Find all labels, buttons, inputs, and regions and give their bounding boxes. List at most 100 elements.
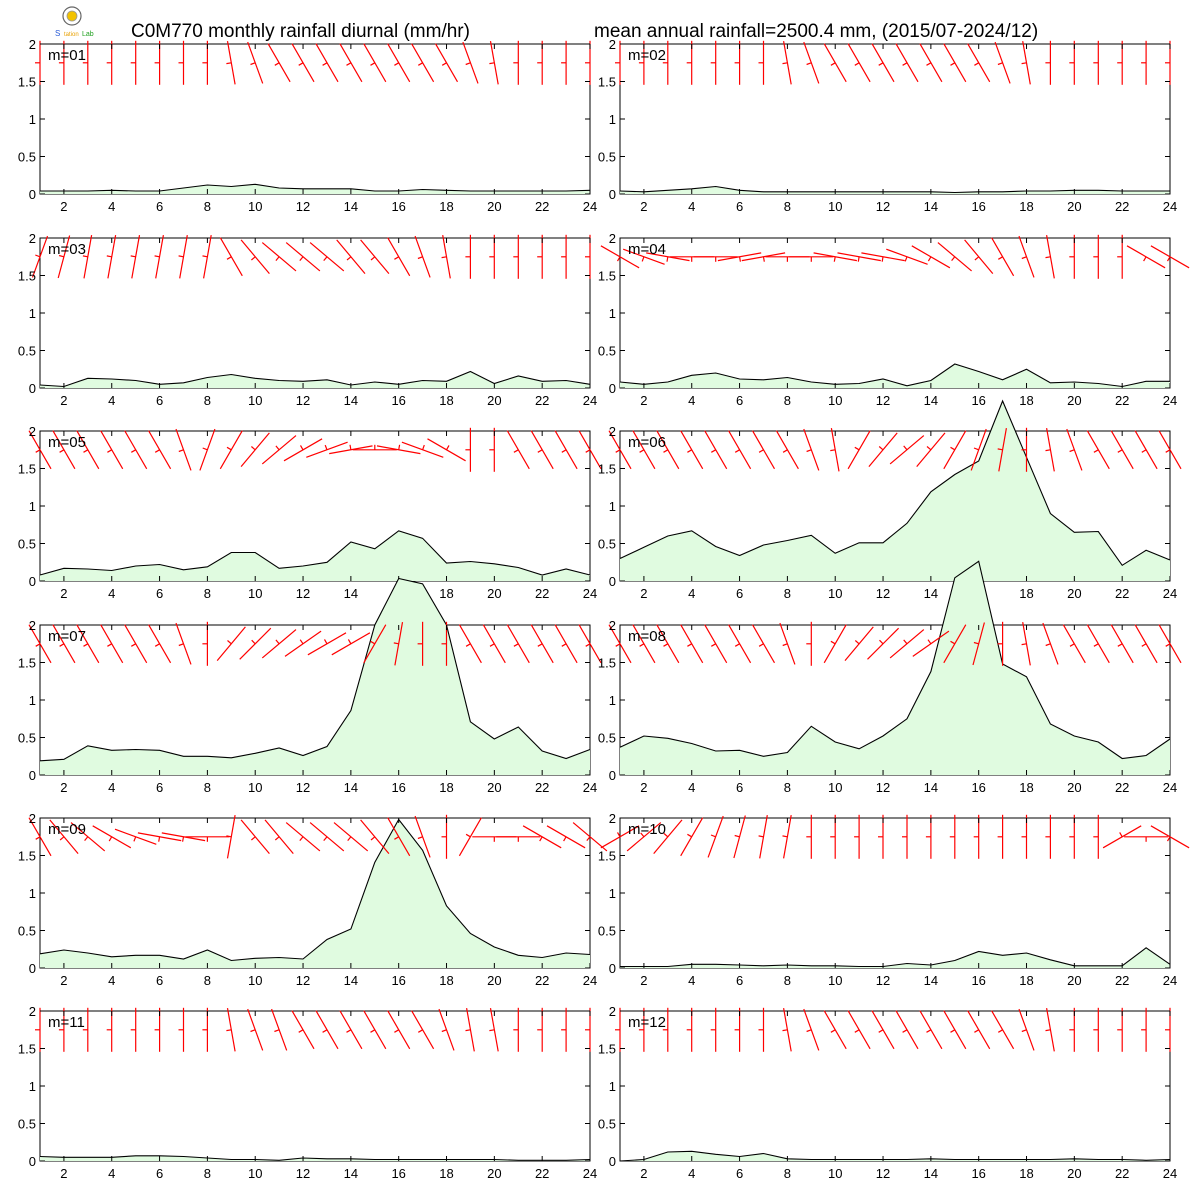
wind-barb-flag <box>370 640 376 645</box>
rainfall-area <box>620 947 1170 968</box>
wind-barb-flag <box>35 643 41 647</box>
y-tick-label: 0 <box>609 574 616 589</box>
wind-barb <box>656 430 680 470</box>
wind-barb-flag <box>830 1029 836 1033</box>
wind-barb <box>693 256 738 262</box>
wind-barb-shaft <box>937 242 972 272</box>
wind-barb <box>572 822 608 852</box>
wind-barb-shaft <box>680 430 704 470</box>
x-tick-label: 6 <box>736 199 743 214</box>
y-tick-label: 1 <box>29 886 36 901</box>
wind-barb <box>219 237 243 277</box>
x-tick-label: 12 <box>876 586 890 601</box>
wind-barb <box>1093 234 1099 279</box>
y-tick-label: 1.5 <box>18 269 36 284</box>
y-tick-label: 0.5 <box>18 1117 36 1132</box>
wind-barb-flag <box>1021 62 1027 65</box>
wind-barb-flag <box>393 642 399 645</box>
y-tick-label: 1 <box>609 1079 616 1094</box>
x-tick-label: 24 <box>1163 199 1177 214</box>
wind-barb <box>92 825 132 849</box>
y-tick-label: 0.5 <box>598 537 616 552</box>
x-tick-label: 4 <box>688 199 695 214</box>
wind-barb-shaft <box>148 430 172 470</box>
wind-barb-shaft <box>530 624 554 664</box>
wind-barb-shaft <box>482 624 506 664</box>
wind-barb <box>546 825 586 849</box>
wind-barb <box>889 629 925 659</box>
wind-barb-flag <box>394 62 400 66</box>
x-tick-label: 14 <box>344 586 358 601</box>
wind-barb-flag <box>35 449 41 453</box>
wind-barb-shaft <box>964 239 994 274</box>
wind-barb-shaft <box>28 817 52 857</box>
wind-barb-shaft <box>100 430 124 470</box>
wind-barb-flag <box>299 836 304 841</box>
wind-barb <box>360 819 390 854</box>
wind-barb <box>291 1010 315 1050</box>
wind-barb-flag <box>131 449 136 453</box>
wind-barb-flag <box>782 835 788 838</box>
x-tick-label: 6 <box>736 780 743 795</box>
wind-barb-flag <box>782 62 788 65</box>
wind-barb-shaft <box>578 624 602 664</box>
y-tick-label: 0.5 <box>598 1117 616 1132</box>
wind-barb-shaft <box>994 41 1011 84</box>
wind-barb <box>199 428 216 471</box>
rainfall-line <box>619 1150 1171 1162</box>
wind-barb-flag <box>710 834 716 838</box>
plot-frame <box>39 43 591 195</box>
wind-barb <box>161 832 206 842</box>
wind-barb-flag <box>881 256 884 262</box>
wind-barb-flag <box>158 836 161 842</box>
x-tick-label: 24 <box>1163 586 1177 601</box>
wind-barb-flag <box>663 449 669 453</box>
y-tick-label: 0 <box>609 1154 616 1169</box>
x-tick-label: 24 <box>1163 973 1177 988</box>
x-tick-label: 18 <box>1019 199 1033 214</box>
wind-barb <box>847 43 871 83</box>
wind-barb <box>878 814 884 859</box>
wind-barb-flag <box>154 643 160 647</box>
wind-barb <box>943 430 967 470</box>
wind-barb <box>997 427 1007 472</box>
wind-barb <box>1093 1007 1099 1052</box>
wind-barb-flag <box>178 255 184 258</box>
x-tick-label: 16 <box>971 199 985 214</box>
wind-barb-flag <box>441 1029 447 1033</box>
month-label: m=11 <box>48 1014 85 1031</box>
y-tick-label: 2 <box>609 231 616 246</box>
wind-barb-shaft <box>442 234 451 279</box>
wind-barb-flag <box>585 643 591 647</box>
wind-barb-shaft <box>741 252 786 262</box>
wind-barb-flag <box>489 1029 495 1032</box>
wind-barb-shaft <box>653 819 683 854</box>
wind-barb <box>154 234 164 279</box>
wind-barb-flag <box>973 641 979 645</box>
wind-barb <box>686 1007 693 1052</box>
wind-barb-flag <box>417 836 423 840</box>
wind-barb-shaft <box>704 430 728 470</box>
wind-barb <box>1158 430 1182 470</box>
wind-barb <box>967 43 991 83</box>
wind-barb <box>336 239 366 274</box>
wind-barb-flag <box>274 62 280 66</box>
wind-barb <box>554 430 578 470</box>
wind-barb <box>1045 234 1055 279</box>
x-tick-label: 16 <box>971 393 985 408</box>
wind-barb <box>600 825 640 849</box>
wind-barb-flag <box>927 256 932 262</box>
x-tick-label: 24 <box>1163 1166 1177 1181</box>
wind-barb <box>537 234 543 279</box>
wind-barb-flag <box>615 449 621 453</box>
x-tick-label: 10 <box>248 973 262 988</box>
wind-barb <box>387 237 411 277</box>
x-tick-label: 18 <box>1019 780 1033 795</box>
x-tick-label: 12 <box>296 973 310 988</box>
rainfall-line <box>39 1155 591 1161</box>
wind-barb <box>414 235 431 278</box>
x-tick-label: 14 <box>924 973 938 988</box>
wind-barb <box>513 234 519 279</box>
wind-barb <box>285 242 321 272</box>
